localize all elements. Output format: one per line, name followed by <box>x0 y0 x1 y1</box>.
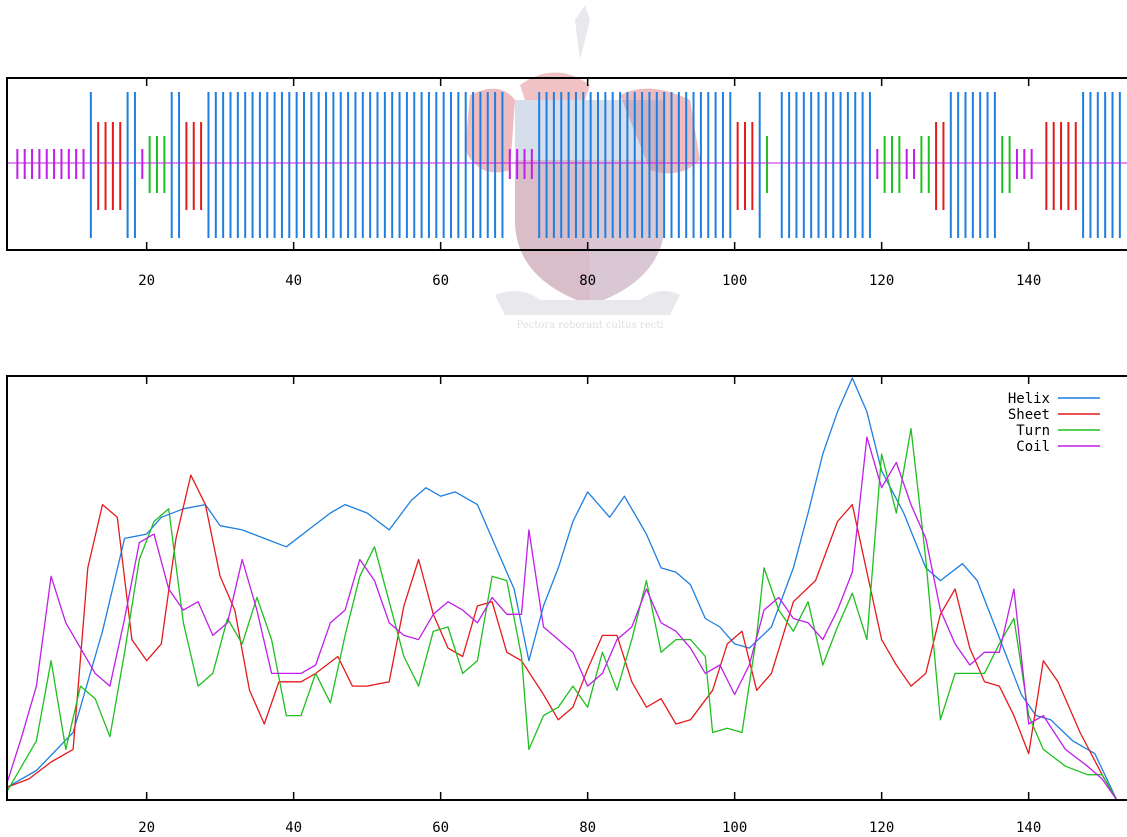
propensity-lines <box>6 377 1118 801</box>
structure-track-panel: 20 40 60 80 100 120 140 <box>6 77 1127 289</box>
series-line-coil <box>6 436 1118 801</box>
legend-label-helix: Helix <box>1008 391 1050 407</box>
plot-x-tick-label: 60 <box>432 820 449 836</box>
track-frame <box>6 77 1127 251</box>
series-line-helix <box>6 377 1118 801</box>
track-x-tick-label: 140 <box>1016 273 1041 289</box>
plot-x-tick-label: 100 <box>722 820 747 836</box>
track-x-axis: 20 40 60 80 100 120 140 <box>138 78 1041 289</box>
structure-track-bars <box>16 92 1121 238</box>
series-line-turn <box>6 427 1118 801</box>
track-x-tick-label: 40 <box>285 273 302 289</box>
legend-label-turn: Turn <box>1016 423 1050 439</box>
track-x-tick-label: 20 <box>138 273 155 289</box>
legend-label-coil: Coil <box>1016 439 1050 455</box>
plot-x-tick-label: 80 <box>579 820 596 836</box>
track-x-tick-label: 80 <box>579 273 596 289</box>
plot-x-tick-label: 140 <box>1016 820 1041 836</box>
plot-frame <box>6 375 1127 801</box>
plot-x-tick-label: 40 <box>285 820 302 836</box>
watermark-motto: Pectora roborant cultus recti <box>517 320 664 331</box>
legend-label-sheet: Sheet <box>1008 407 1050 423</box>
plot-x-axis: 20 40 60 80 100 120 140 <box>138 376 1041 836</box>
plot-x-tick-label: 20 <box>138 820 155 836</box>
plot-x-tick-label: 120 <box>869 820 894 836</box>
series-line-sheet <box>6 474 1118 801</box>
track-x-tick-label: 60 <box>432 273 449 289</box>
track-x-tick-label: 120 <box>869 273 894 289</box>
track-x-tick-label: 100 <box>722 273 747 289</box>
